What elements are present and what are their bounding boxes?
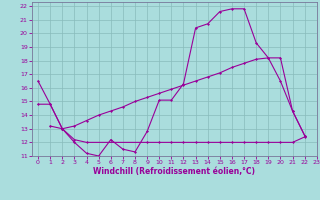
X-axis label: Windchill (Refroidissement éolien,°C): Windchill (Refroidissement éolien,°C) <box>93 167 255 176</box>
